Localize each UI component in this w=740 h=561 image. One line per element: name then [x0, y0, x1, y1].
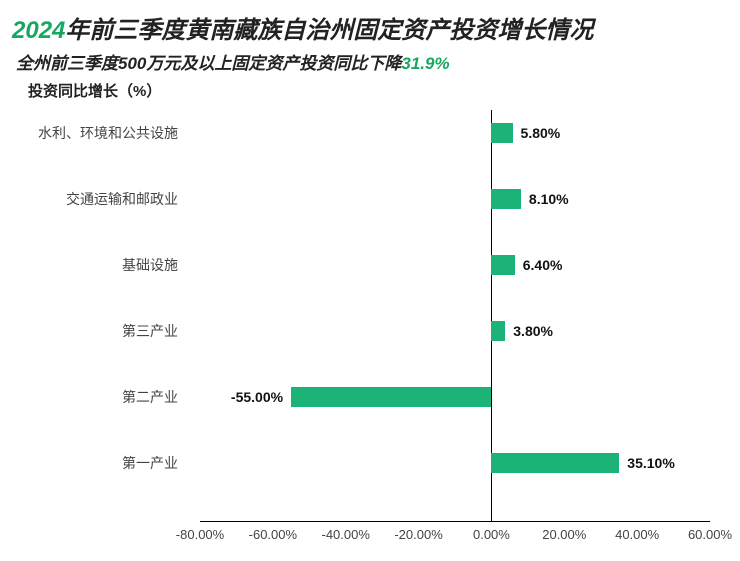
bar-row: 第一产业35.10% [200, 450, 710, 476]
x-tick-label: -20.00% [394, 527, 442, 542]
subtitle: 全州前三季度500万元及以上固定资产投资同比下降31.9% [0, 49, 740, 74]
y-axis-label: 投资同比增长（%） [28, 80, 161, 101]
bar [291, 387, 491, 407]
category-label: 第一产业 [0, 450, 190, 476]
bar-row: 第三产业3.80% [200, 318, 710, 344]
bar [491, 321, 505, 341]
title-part-rest: 年前三季度黄南藏族自治州固定资产投资增长情况 [65, 17, 593, 44]
category-label: 第二产业 [0, 384, 190, 410]
bar [491, 453, 619, 473]
title-part-year: 2024 [12, 17, 65, 44]
category-label: 第三产业 [0, 318, 190, 344]
bar [491, 255, 514, 275]
value-label: 3.80% [513, 318, 553, 344]
value-label: 5.80% [521, 120, 561, 146]
value-label: 6.40% [523, 252, 563, 278]
x-axis: -80.00%-60.00%-40.00%-20.00%0.00%20.00%4… [200, 521, 710, 549]
x-tick-label: 40.00% [615, 527, 659, 542]
category-label: 基础设施 [0, 252, 190, 278]
bar [491, 189, 521, 209]
category-label: 交通运输和邮政业 [0, 186, 190, 212]
x-axis-line [200, 521, 710, 522]
value-label: 35.10% [627, 450, 674, 476]
x-tick-label: 60.00% [688, 527, 732, 542]
bar-row: 水利、环境和公共设施5.80% [200, 120, 710, 146]
bar [491, 123, 512, 143]
chart-container: 投资同比增长（%） 水利、环境和公共设施5.80%交通运输和邮政业8.10%基础… [0, 80, 740, 561]
bar-row: 基础设施6.40% [200, 252, 710, 278]
x-tick-label: -60.00% [249, 527, 297, 542]
x-tick-label: -40.00% [321, 527, 369, 542]
value-label: -55.00% [231, 384, 283, 410]
bar-row: 交通运输和邮政业8.10% [200, 186, 710, 212]
page-title: 2024年前三季度黄南藏族自治州固定资产投资增长情况 [0, 0, 740, 49]
x-tick-label: 0.00% [473, 527, 510, 542]
category-label: 水利、环境和公共设施 [0, 120, 190, 146]
x-tick-label: 20.00% [542, 527, 586, 542]
subtitle-highlight: 31.9% [401, 54, 449, 73]
subtitle-prefix: 全州前三季度500万元及以上固定资产投资同比下降 [16, 54, 401, 73]
plot-area: 水利、环境和公共设施5.80% 交通运输和邮政业8.10% 基础设施6.40% 第三产… [200, 110, 710, 521]
x-tick-label: -80.00% [176, 527, 224, 542]
bar-row: 第二产业-55.00% [200, 384, 710, 410]
value-label: 8.10% [529, 186, 569, 212]
